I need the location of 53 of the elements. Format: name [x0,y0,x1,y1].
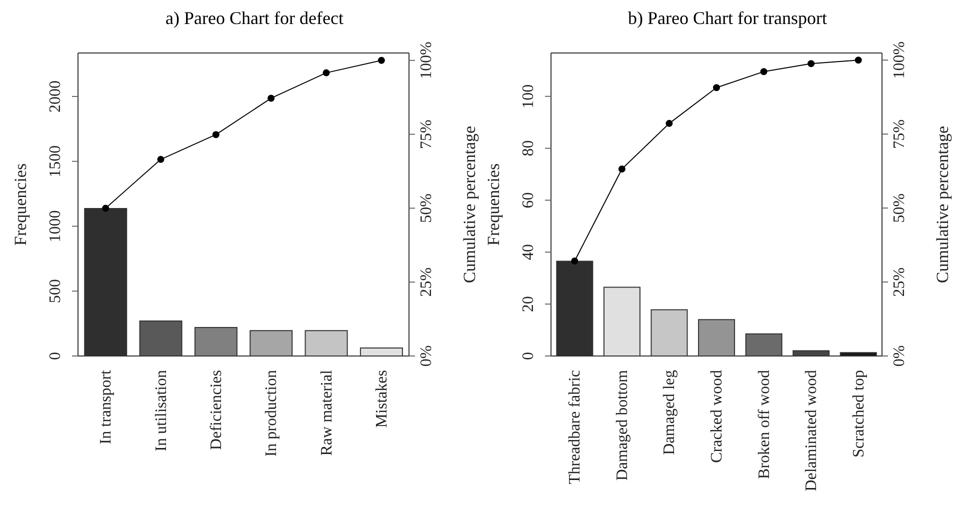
y-tick-label: 40 [520,244,537,260]
y-axis-title: Frequencies [484,163,504,246]
x-tick-label: Cracked wood [708,370,726,463]
y2-tick-label: 50% [418,194,435,223]
y-tick-label: 60 [520,192,537,208]
x-tick-label: In production [263,370,280,457]
point [322,69,330,76]
x-tick-label: Delaminated wood [803,370,820,492]
point [618,165,626,172]
point [571,258,578,265]
y2-axis-title: Cumulative percentage [460,126,480,284]
y2-tick-label: 75% [891,119,908,149]
y2-tick-label: 0% [891,345,908,367]
y-tick-label: 80 [520,140,537,156]
y2-tick-label: 25% [418,267,435,297]
y-tick-label: 2000 [47,80,64,112]
x-tick-label: Threadbare fabric [566,370,584,484]
point [808,60,815,68]
point [378,56,385,64]
point [760,68,768,76]
x-tick-label: In transport [98,369,115,444]
chart-title: a) Pareo Chart for defect [164,8,344,28]
chart-title: b) Pareo Chart for transport [627,8,828,28]
y-tick-label: 500 [47,279,64,304]
x-tick-label: Deficiencies [208,370,225,450]
y2-tick-label: 25% [891,267,908,297]
point [157,156,164,163]
x-tick-label: Damaged bottom [614,369,631,481]
x-tick-label: Damaged leg [661,370,678,455]
y2-tick-label: 0% [418,345,435,367]
y-tick-label: 0 [520,352,537,360]
y2-tick-label: 100% [418,42,435,80]
y2-tick-label: 100% [891,41,908,79]
y-tick-label: 1000 [47,210,64,242]
y2-tick-label: 50% [891,193,908,223]
point [713,84,720,92]
x-tick-label: Broken off wood [756,370,773,480]
y2-tick-label: 75% [418,120,435,149]
x-tick-label: Raw material [318,369,336,456]
point [854,56,862,64]
y2-axis-title: Cumulative percentage [933,126,952,284]
y-tick-label: 1500 [47,145,64,178]
y-tick-label: 0 [47,352,64,360]
point [268,94,275,102]
y-tick-label: 20 [520,296,537,312]
x-tick-label: In utilisation [152,370,170,452]
y-axis-title: Frequencies [11,163,30,246]
x-tick-label: Scratched top [850,370,868,458]
point [212,131,220,138]
point [666,120,673,127]
y-tick-label: 100 [520,84,537,108]
point [102,204,110,212]
x-tick-label: Mistakes [373,370,390,428]
